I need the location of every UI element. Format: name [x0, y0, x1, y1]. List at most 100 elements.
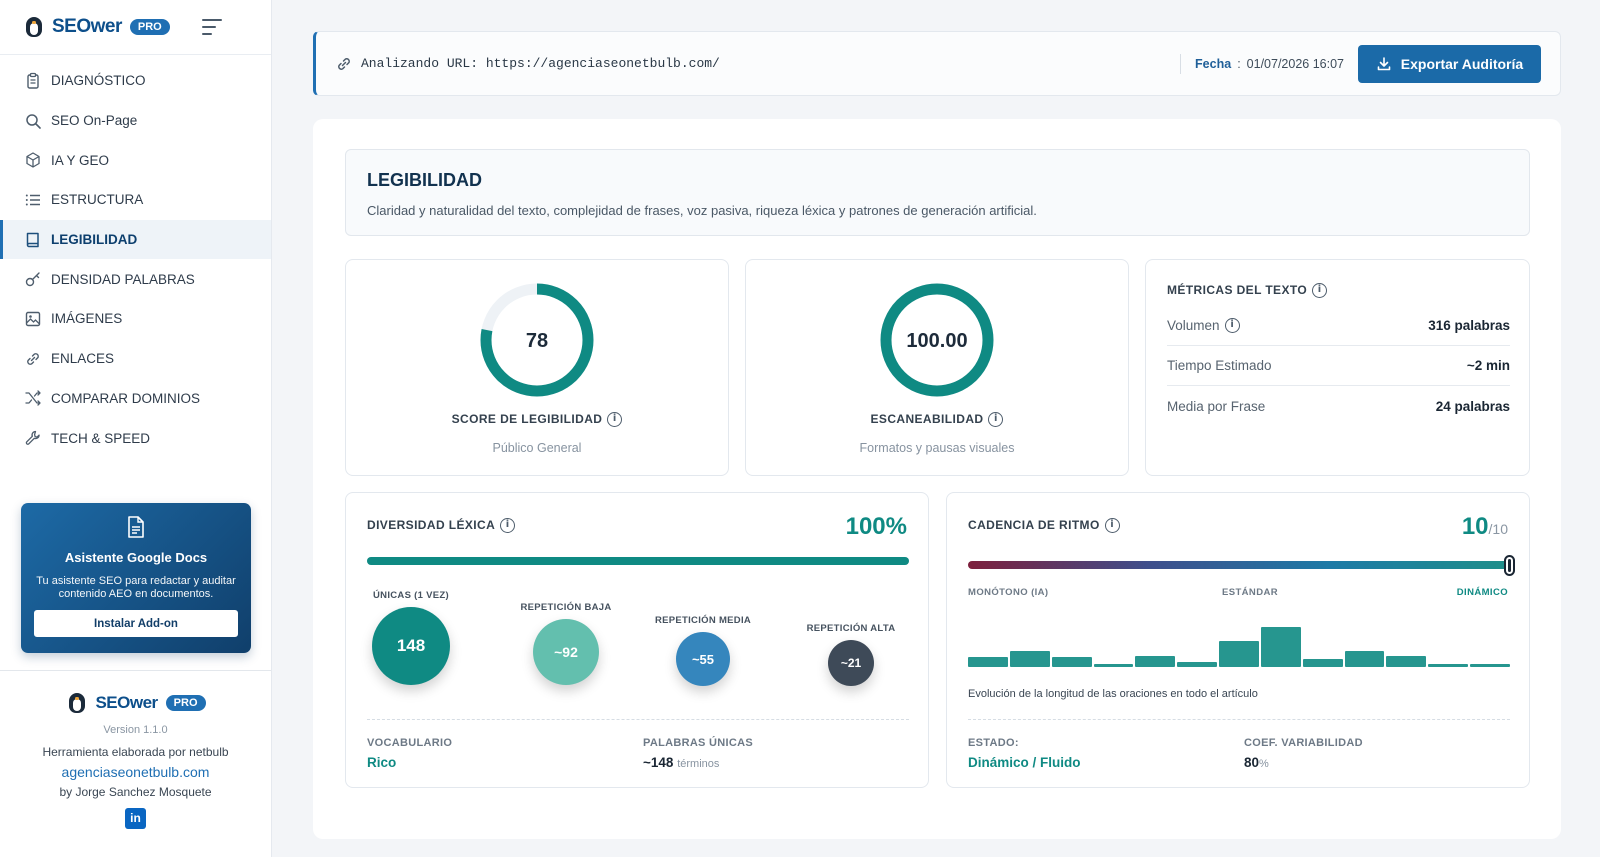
- sidebar-item-tech-speed[interactable]: TECH & SPEED: [0, 418, 271, 458]
- readability-ring: [480, 283, 594, 397]
- sidebar-item-estructura[interactable]: ESTRUCTURA: [0, 180, 271, 220]
- histogram-bar: [968, 657, 1008, 667]
- stat-value: ~148 términos: [643, 755, 753, 770]
- clipboard-icon: [24, 72, 42, 90]
- scannability-ring: [880, 283, 994, 397]
- sidebar: SEOwer PRO DIAGNÓSTICO SEO On-Page IA Y GE…: [0, 0, 272, 857]
- link-icon: [24, 350, 42, 368]
- sidebar-item-label: SEO On-Page: [51, 113, 138, 129]
- scannability-card: 100.00 ESCANEABILIDAD i Formatos y pausas…: [745, 259, 1129, 476]
- histogram-bar: [1470, 663, 1510, 667]
- pro-badge: PRO: [129, 19, 170, 35]
- promo-title: Asistente Google Docs: [64, 550, 208, 565]
- linkedin-icon[interactable]: in: [125, 808, 146, 829]
- sidebar-footer: SEOwer PRO Version 1.1.0 Herramienta ela…: [0, 670, 271, 857]
- sidebar-item-diagnóstico[interactable]: DIAGNÓSTICO: [0, 61, 271, 101]
- lexical-progress-track: [367, 557, 909, 565]
- install-addon-button[interactable]: Instalar Add-on: [34, 610, 238, 637]
- readability-score-value: 78: [525, 330, 549, 352]
- sidebar-item-imágenes[interactable]: IMÁGENES: [0, 299, 271, 339]
- unique-words-value: ~148: [643, 755, 674, 770]
- metric-key: Tiempo Estimado: [1167, 358, 1272, 373]
- sidebar-item-enlaces[interactable]: ENLACES: [0, 339, 271, 379]
- readability-score-title: SCORE DE LEGIBILIDAD i: [346, 412, 728, 428]
- sidebar-item-label: DIAGNÓSTICO: [51, 73, 146, 89]
- info-icon[interactable]: i: [1312, 283, 1328, 299]
- date-label: Fecha: [1195, 56, 1232, 71]
- rhythm-scale: [968, 561, 1510, 569]
- export-audit-button[interactable]: Exportar Auditoría: [1358, 44, 1541, 83]
- info-icon[interactable]: i: [607, 412, 623, 428]
- sidebar-item-label: ENLACES: [51, 351, 115, 367]
- rhythm-score-max: /10: [1488, 521, 1508, 537]
- histogram-bar: [1344, 651, 1385, 667]
- info-icon[interactable]: i: [1104, 518, 1120, 534]
- page-title: LEGIBILIDAD: [367, 170, 482, 190]
- scannability-subtitle: Formatos y pausas visuales: [859, 441, 1015, 455]
- sidebar-item-densidad-palabras[interactable]: DENSIDAD PALABRAS: [0, 259, 271, 299]
- variability-unit: %: [1259, 758, 1269, 770]
- unique-words-unit: términos: [677, 758, 720, 770]
- sidebar-item-legibilidad[interactable]: LEGIBILIDAD: [0, 219, 271, 260]
- shuffle-icon: [24, 389, 42, 407]
- info-icon[interactable]: i: [1224, 318, 1240, 334]
- sidebar-item-ia-y-geo[interactable]: IA Y GEO: [0, 140, 271, 180]
- variability-stat: COEF. VARIABILIDAD 80%: [1244, 737, 1363, 770]
- stat-label: COEF. VARIABILIDAD: [1244, 737, 1363, 749]
- sidebar-item-label: LEGIBILIDAD: [51, 232, 138, 248]
- divider: [968, 719, 1510, 720]
- state-stat: ESTADO: Dinámico / Fluido: [968, 737, 1081, 770]
- stat-value: Rico: [367, 755, 397, 770]
- stat-value: Dinámico / Fluido: [968, 755, 1081, 770]
- promo-text: Tu asistente SEO para redactar y auditar…: [36, 575, 236, 600]
- rhythm-slider-handle[interactable]: [1504, 555, 1515, 576]
- agency-link[interactable]: agenciaseonetbulb.com: [61, 764, 210, 780]
- scannability-title: ESCANEABILIDAD i: [746, 412, 1128, 428]
- sidebar-item-seo-on-page[interactable]: SEO On-Page: [0, 101, 271, 141]
- menu-toggle-icon[interactable]: [201, 19, 222, 35]
- sidebar-item-label: COMPARAR DOMINIOS: [51, 390, 201, 406]
- histogram-bar: [1093, 663, 1134, 667]
- brand-name: SEOwer: [52, 16, 122, 37]
- vocabulary-stat: VOCABULARIO Rico: [367, 737, 452, 770]
- sidebar-item-label: IMÁGENES: [51, 311, 123, 327]
- sidebar-item-label: IA Y GEO: [51, 152, 110, 168]
- metric-value: 24 palabras: [1435, 398, 1510, 414]
- scale-label-monotone: MONÓTONO (IA): [968, 587, 1049, 598]
- brand-header: SEOwer PRO: [0, 0, 271, 55]
- link-icon: [338, 57, 350, 70]
- readability-title-text: SCORE DE LEGIBILIDAD: [451, 412, 603, 426]
- author-text: by Jorge Sanchez Mosquete: [59, 785, 212, 799]
- date-colon: :: [1237, 56, 1241, 71]
- sidebar-item-label: ESTRUCTURA: [51, 192, 144, 208]
- rhythm-cadence-card: CADENCIA DE RITMO i 10/10 MONÓTONO (IA) E…: [946, 492, 1530, 788]
- search-icon: [24, 112, 42, 130]
- list-icon: [24, 191, 42, 209]
- metric-row-volume: Volumen i 316 palabras: [1167, 306, 1510, 346]
- page-description: Claridad y naturalidad del texto, comple…: [367, 203, 1037, 218]
- bubble-circle: ~92: [533, 619, 599, 685]
- histogram-bar: [1428, 663, 1469, 667]
- version-text: Version 1.1.0: [103, 724, 168, 736]
- ring-progress: [880, 283, 994, 397]
- metric-key: Media por Frase: [1167, 398, 1266, 414]
- bubble-label: REPETICIÓN MEDIA: [654, 615, 752, 626]
- bubble-unique: ÚNICAS (1 VEZ) 148: [366, 590, 456, 685]
- scale-label-standard: ESTÁNDAR: [1222, 587, 1278, 598]
- bubble-circle: ~55: [676, 632, 730, 686]
- penguin-logo-icon: [22, 15, 46, 39]
- readability-score-card: 78 SCORE DE LEGIBILIDAD i Público General: [345, 259, 729, 476]
- readability-score-subtitle: Público General: [492, 441, 582, 455]
- variability-value: 80: [1244, 755, 1260, 770]
- metric-row-time: Tiempo Estimado ~2 min: [1167, 346, 1510, 386]
- histogram-bar: [1051, 657, 1092, 667]
- footer-brand: SEOwer PRO: [0, 691, 271, 715]
- footer-brand-name: SEOwer: [95, 693, 158, 712]
- sidebar-item-comparar-dominios[interactable]: COMPARAR DOMINIOS: [0, 379, 271, 419]
- stat-label: ESTADO:: [968, 737, 1019, 749]
- info-icon[interactable]: i: [500, 518, 516, 534]
- info-icon[interactable]: i: [988, 412, 1004, 428]
- metric-value: ~2 min: [1466, 358, 1510, 373]
- histogram-bar: [1219, 640, 1259, 667]
- made-by-text: Herramienta elaborada por netbulb: [42, 745, 229, 759]
